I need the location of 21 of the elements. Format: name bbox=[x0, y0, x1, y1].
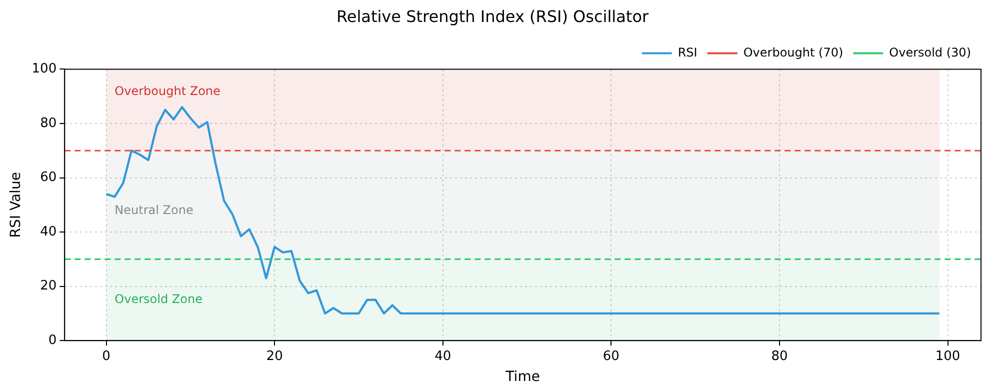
band-label: Neutral Zone bbox=[114, 203, 194, 218]
band-label: Overbought Zone bbox=[114, 84, 220, 98]
x-tick-label: 100 bbox=[935, 348, 960, 364]
x-tick-label: 40 bbox=[434, 348, 452, 364]
x-tick-label: 80 bbox=[771, 348, 788, 364]
x-tick-label: 60 bbox=[602, 348, 620, 364]
x-tick-label: 20 bbox=[266, 348, 283, 364]
y-tick-label: 80 bbox=[40, 116, 57, 131]
y-tick-label: 60 bbox=[40, 170, 57, 186]
x-axis-title: Time bbox=[504, 369, 540, 386]
legend-label: RSI bbox=[678, 45, 698, 60]
y-axis-title: RSI Value bbox=[8, 172, 24, 238]
chart-title: Relative Strength Index (RSI) Oscillator bbox=[336, 6, 649, 26]
x-tick-label: 0 bbox=[102, 348, 110, 364]
y-tick-label: 40 bbox=[40, 224, 57, 240]
band-label: Oversold Zone bbox=[114, 292, 202, 306]
y-tick-label: 0 bbox=[48, 332, 57, 348]
legend-label: Overbought (70) bbox=[743, 45, 844, 60]
legend-label: Oversold (30) bbox=[889, 45, 972, 60]
y-tick-label: 100 bbox=[32, 62, 57, 77]
y-tick-label: 20 bbox=[40, 278, 57, 294]
